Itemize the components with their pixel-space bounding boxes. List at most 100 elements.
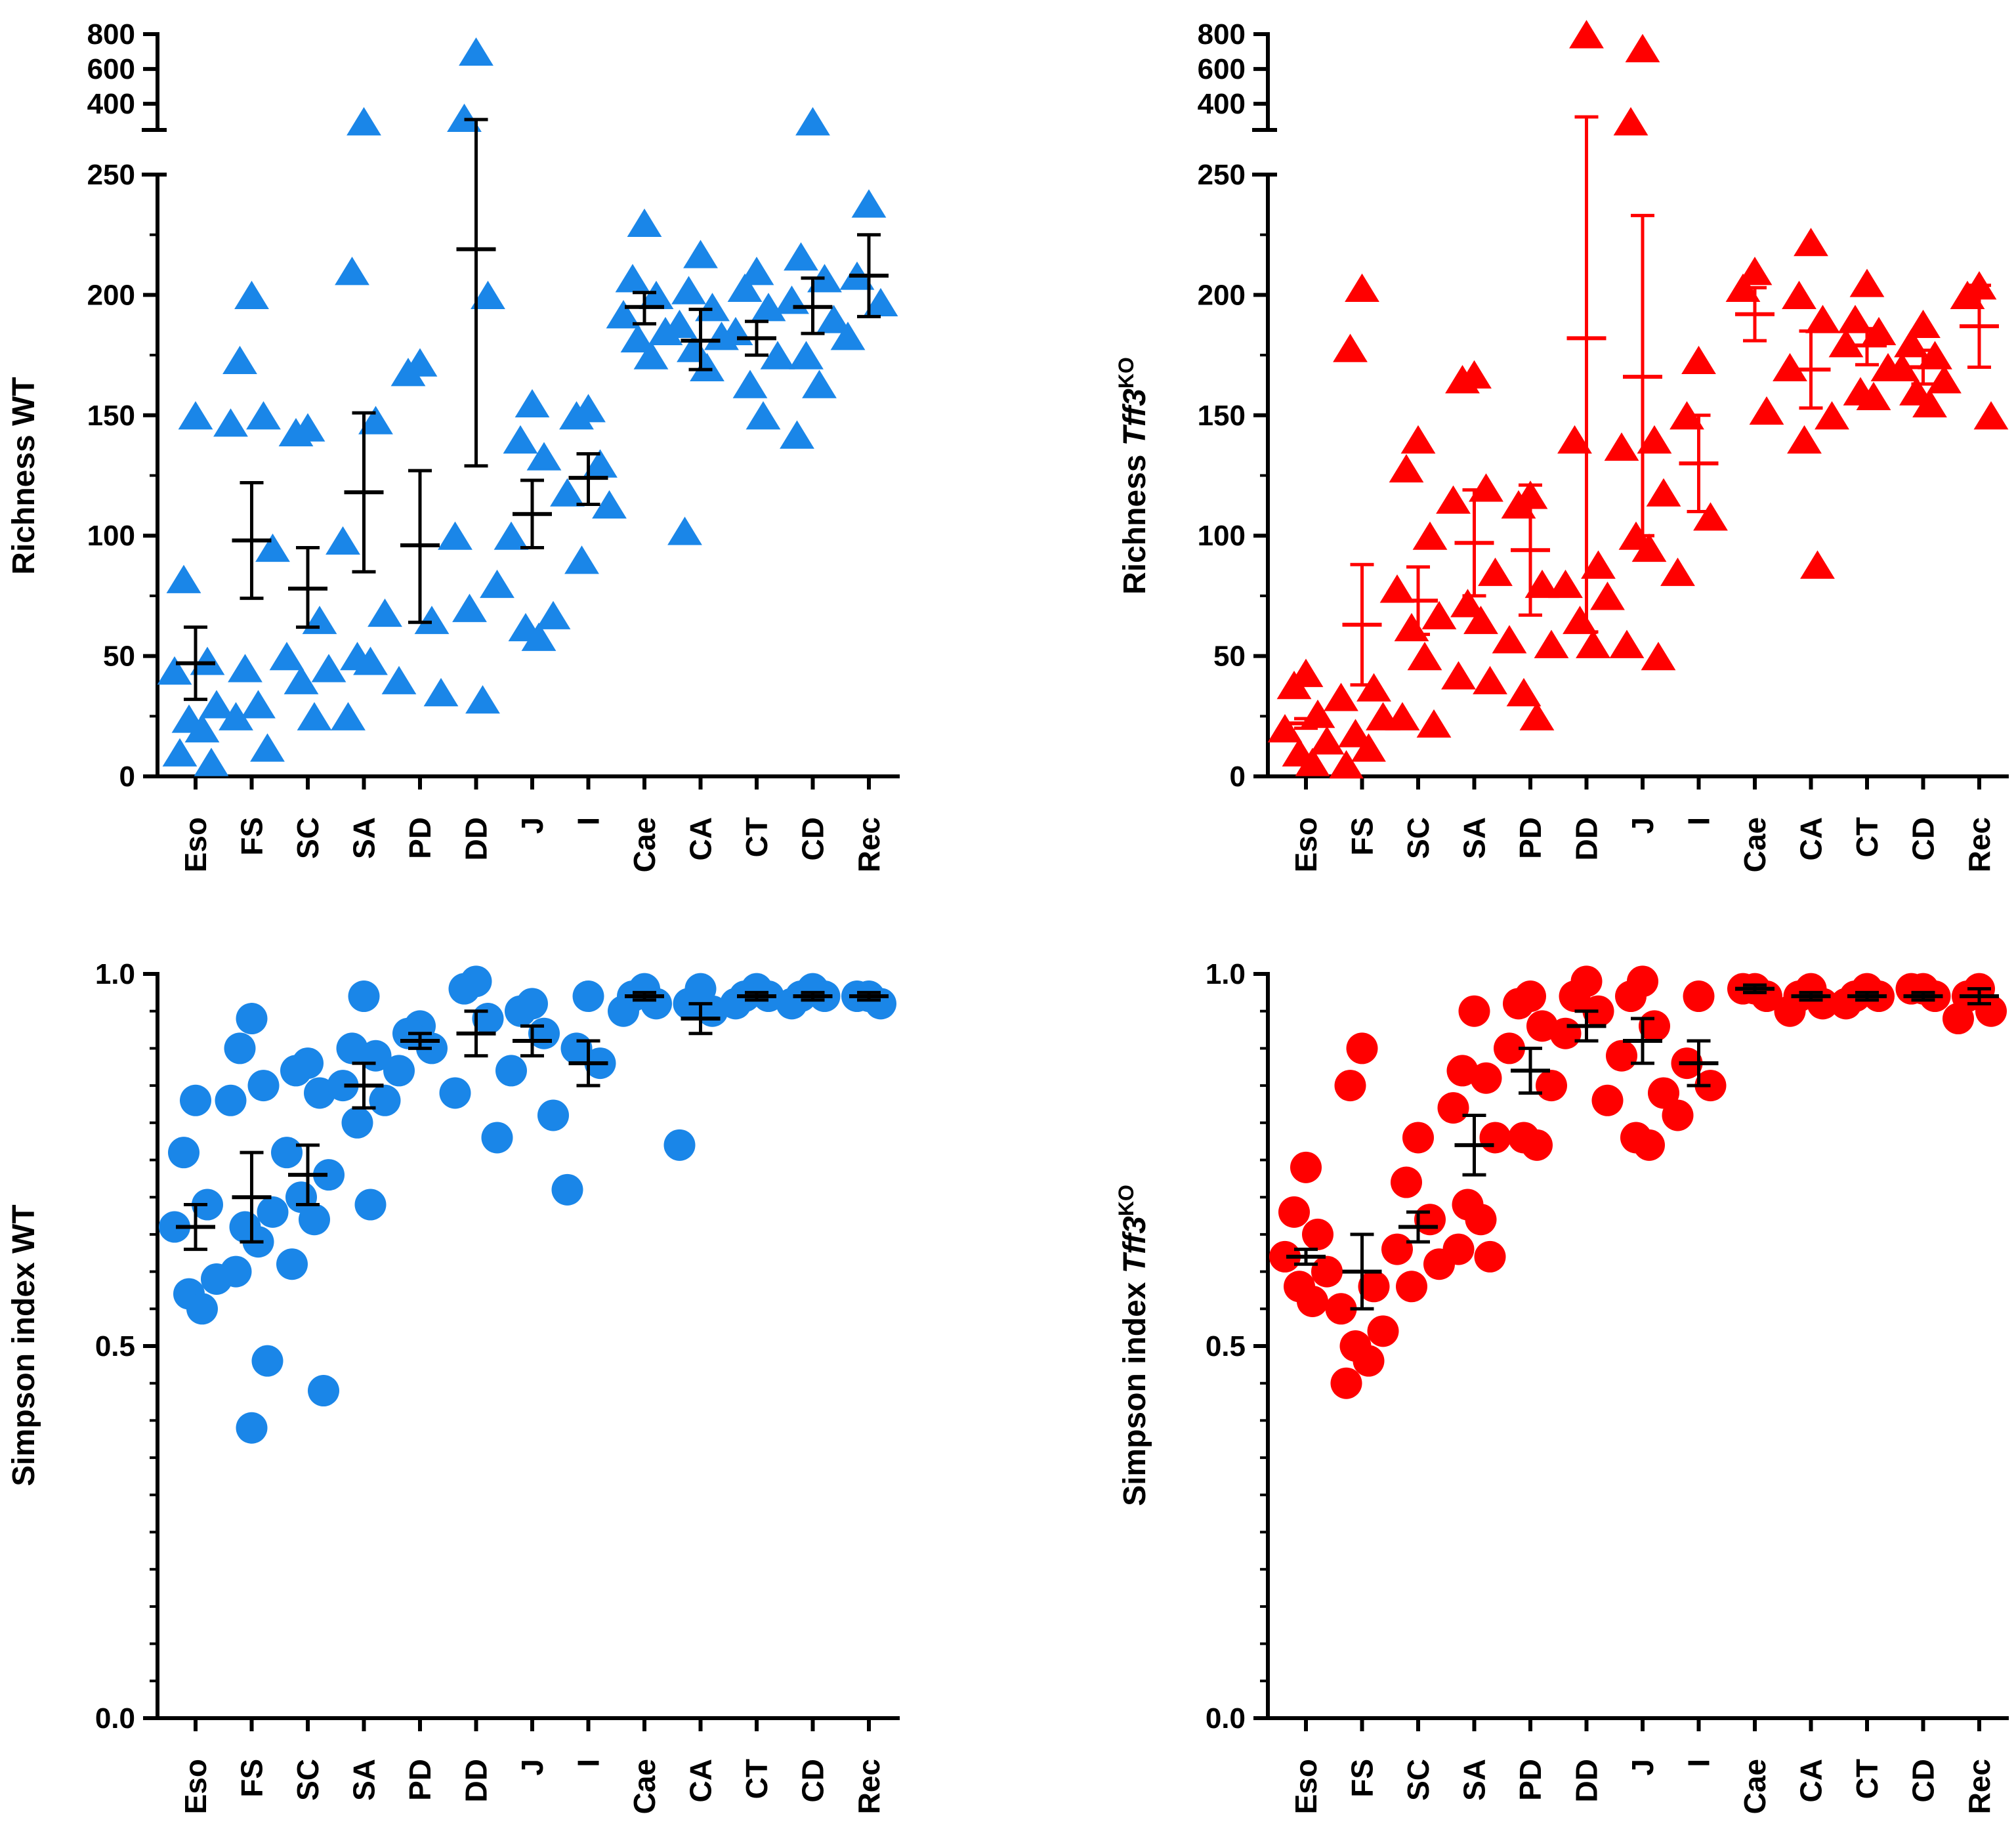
data-point [1805, 305, 1840, 333]
data-point [1625, 33, 1660, 62]
x-category-label: CA [684, 817, 718, 860]
data-point [1828, 329, 1864, 358]
data-point [1300, 700, 1335, 728]
data-point [1396, 1271, 1427, 1303]
data-point [162, 738, 198, 767]
data-point [1906, 309, 1941, 339]
data-point [251, 1345, 284, 1377]
x-category-label: SC [291, 817, 325, 859]
x-category-label: CA [1794, 817, 1828, 860]
x-category-label: SC [291, 1759, 325, 1801]
data-point [620, 324, 656, 353]
data-point [1407, 642, 1442, 671]
data-point [521, 622, 556, 651]
data-point [247, 1070, 280, 1102]
data-point [236, 1003, 268, 1035]
data-point [438, 521, 472, 550]
data-point [667, 516, 702, 545]
data-point [1492, 625, 1527, 654]
data-point [1494, 1032, 1525, 1064]
data-point [448, 973, 480, 1005]
data-point [1353, 1345, 1385, 1377]
data-point [1662, 1099, 1694, 1131]
data-point [780, 420, 814, 449]
data-point [465, 685, 500, 714]
data-point [802, 369, 837, 398]
data-point [1548, 569, 1583, 599]
x-category-label: I [572, 1759, 606, 1767]
x-category-label: Rec [1962, 1759, 1996, 1814]
data-point [1773, 352, 1807, 382]
y-tick-label: 0.0 [95, 1702, 135, 1735]
data-point [439, 1077, 471, 1109]
data-point [1356, 673, 1391, 702]
data-point [346, 107, 381, 136]
x-category-label: SA [1458, 1759, 1492, 1801]
data-point [1473, 665, 1507, 694]
data-point [739, 257, 774, 285]
data-point [1391, 1166, 1422, 1198]
data-point [1458, 995, 1490, 1027]
x-category-label: Cae [1738, 1759, 1772, 1814]
data-point [1367, 1315, 1399, 1347]
y-axis-title: Richness Tff3KO [1114, 357, 1152, 595]
data-point [234, 280, 269, 309]
data-point [1278, 1196, 1310, 1228]
data-point [1633, 1129, 1665, 1161]
y-tick-label: 600 [1198, 53, 1246, 85]
y-tick-label: 50 [1213, 641, 1246, 673]
data-point [1400, 425, 1436, 454]
data-point [1794, 228, 1828, 257]
data-point [662, 309, 697, 339]
data-point [1269, 1240, 1301, 1273]
data-point [1521, 1129, 1553, 1161]
data-point [1613, 107, 1648, 136]
data-point [608, 995, 639, 1027]
data-point [1660, 557, 1695, 586]
data-point [1474, 1240, 1506, 1273]
x-category-label: FS [1345, 817, 1379, 856]
data-point [1563, 605, 1597, 635]
data-point [760, 341, 795, 369]
data-point [1302, 1218, 1334, 1250]
data-point [1591, 1084, 1624, 1116]
y-tick-label: 400 [87, 88, 135, 120]
data-point [1358, 1271, 1390, 1303]
y-axis-title: Richness WT [7, 377, 41, 574]
data-point [159, 1211, 190, 1243]
data-point [250, 733, 285, 762]
data-point [1381, 1233, 1413, 1265]
data-point [1631, 533, 1667, 562]
y-axis-title: Simpson index Tff3KO [1114, 1185, 1152, 1506]
data-point [222, 345, 257, 375]
data-point [1345, 273, 1379, 302]
data-point [1519, 702, 1555, 730]
data-point [1441, 661, 1476, 690]
data-point [452, 593, 487, 622]
data-point [494, 521, 529, 550]
data-point [1646, 478, 1681, 507]
data-point [383, 1055, 415, 1087]
data-point [583, 449, 618, 478]
data-point [503, 425, 538, 454]
data-point [795, 107, 830, 136]
data-point [311, 654, 346, 683]
data-point [1450, 589, 1485, 618]
data-point [683, 240, 718, 268]
y-axis-title-superscript: KO [1114, 1185, 1138, 1216]
data-point [215, 1084, 247, 1116]
data-point [1615, 980, 1647, 1013]
y-tick-label: 400 [1198, 88, 1246, 120]
data-point [830, 322, 866, 350]
data-point [1470, 1062, 1502, 1094]
data-point [1838, 305, 1873, 333]
y-axis-title-text: Simpson index WT [7, 1204, 41, 1486]
y-tick-label: 150 [1198, 400, 1246, 432]
data-point [1590, 581, 1625, 610]
data-point [271, 1137, 303, 1169]
x-category-label: CT [740, 1759, 774, 1799]
data-point [1267, 714, 1303, 743]
data-point [774, 285, 809, 314]
